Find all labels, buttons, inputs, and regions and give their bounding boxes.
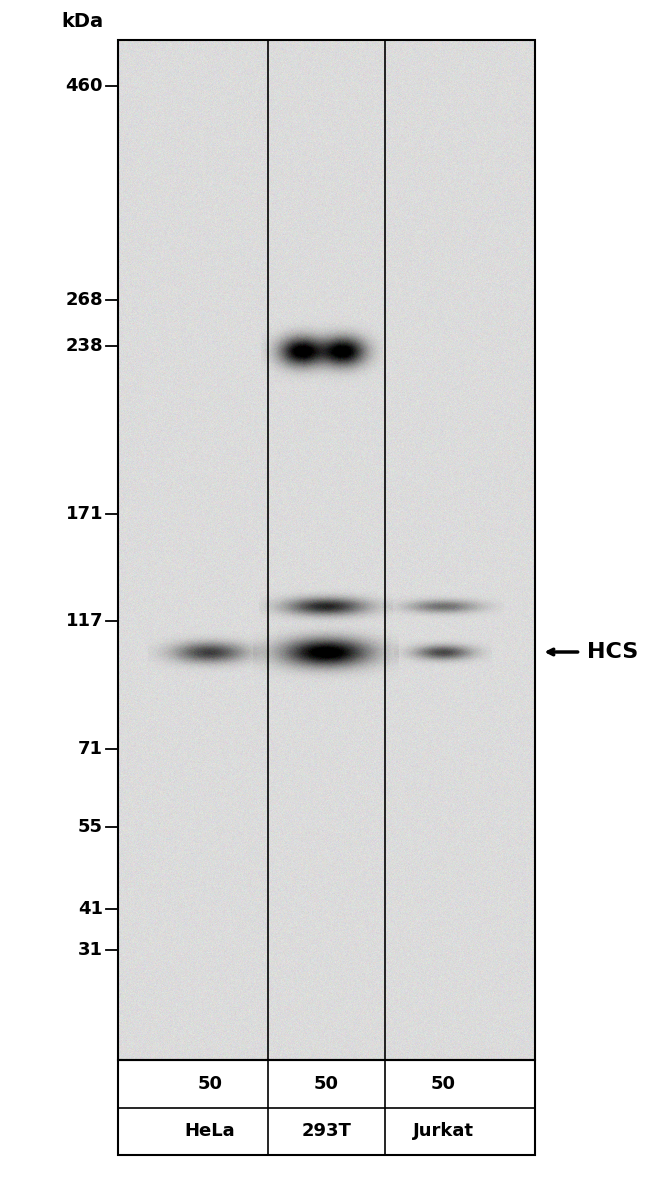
Text: HeLa: HeLa — [185, 1122, 235, 1140]
Text: 238: 238 — [66, 337, 103, 355]
Text: Jurkat: Jurkat — [413, 1122, 474, 1140]
Text: 31: 31 — [78, 941, 103, 959]
Bar — [118, 1061, 535, 1155]
Text: 268: 268 — [66, 291, 103, 309]
Text: 460: 460 — [66, 77, 103, 94]
Text: 171: 171 — [66, 505, 103, 523]
Text: 50: 50 — [314, 1075, 339, 1092]
Bar — [118, 40, 535, 1061]
Text: 55: 55 — [78, 818, 103, 836]
Text: 293T: 293T — [302, 1122, 352, 1140]
Text: 50: 50 — [197, 1075, 222, 1092]
Text: 41: 41 — [78, 900, 103, 918]
Text: HCS: HCS — [587, 642, 638, 663]
Text: 71: 71 — [78, 740, 103, 758]
Text: 117: 117 — [66, 613, 103, 631]
Text: kDa: kDa — [61, 12, 103, 31]
Text: 50: 50 — [431, 1075, 456, 1092]
